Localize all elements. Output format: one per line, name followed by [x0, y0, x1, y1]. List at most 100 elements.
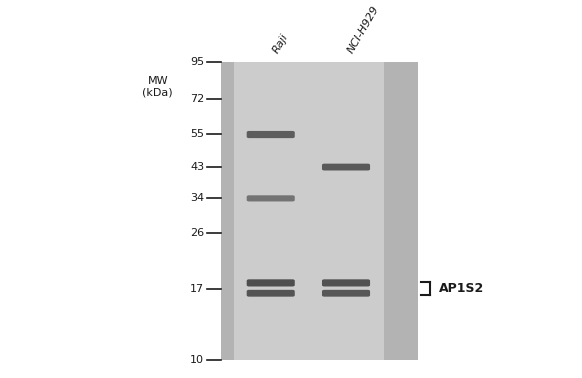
Bar: [278, 62, 281, 359]
Bar: [290, 62, 293, 359]
Bar: [389, 62, 391, 359]
Bar: [251, 62, 254, 359]
Bar: [258, 62, 261, 359]
FancyBboxPatch shape: [322, 290, 370, 297]
Bar: [382, 62, 384, 359]
Text: 95: 95: [190, 57, 204, 67]
Bar: [409, 62, 411, 359]
Bar: [374, 62, 377, 359]
Bar: [288, 62, 290, 359]
Bar: [254, 62, 256, 359]
Bar: [256, 62, 258, 359]
Bar: [231, 62, 234, 359]
Bar: [303, 62, 305, 359]
Bar: [286, 62, 288, 359]
Bar: [320, 62, 322, 359]
Bar: [416, 62, 418, 359]
Bar: [377, 62, 379, 359]
Bar: [337, 62, 340, 359]
Bar: [246, 62, 249, 359]
Text: 55: 55: [190, 129, 204, 139]
Bar: [310, 62, 313, 359]
Bar: [345, 62, 347, 359]
Bar: [268, 62, 271, 359]
FancyBboxPatch shape: [322, 279, 370, 287]
Bar: [411, 62, 413, 359]
Bar: [273, 62, 276, 359]
Bar: [222, 62, 224, 359]
Bar: [330, 62, 332, 359]
Bar: [222, 62, 418, 359]
Bar: [335, 62, 337, 359]
Bar: [244, 62, 246, 359]
Bar: [281, 62, 283, 359]
Bar: [372, 62, 374, 359]
Bar: [362, 62, 364, 359]
Bar: [229, 62, 231, 359]
Bar: [271, 62, 273, 359]
Bar: [322, 62, 325, 359]
Bar: [300, 62, 303, 359]
Bar: [367, 62, 369, 359]
Bar: [263, 62, 266, 359]
Bar: [413, 62, 416, 359]
Bar: [391, 62, 394, 359]
Bar: [224, 62, 226, 359]
Bar: [394, 62, 396, 359]
Bar: [308, 62, 310, 359]
Text: NCI-H929: NCI-H929: [346, 5, 381, 56]
Bar: [352, 62, 354, 359]
Bar: [379, 62, 382, 359]
Bar: [325, 62, 327, 359]
Bar: [386, 62, 389, 359]
Bar: [298, 62, 300, 359]
Bar: [318, 62, 320, 359]
Bar: [357, 62, 359, 359]
Text: AP1S2: AP1S2: [439, 282, 484, 295]
Text: MW
(kDa): MW (kDa): [143, 76, 173, 98]
Bar: [347, 62, 350, 359]
Bar: [359, 62, 362, 359]
Bar: [332, 62, 335, 359]
Bar: [239, 62, 241, 359]
Text: 43: 43: [190, 162, 204, 172]
Text: 34: 34: [190, 193, 204, 203]
FancyBboxPatch shape: [247, 195, 294, 201]
Bar: [354, 62, 357, 359]
Bar: [396, 62, 399, 359]
Bar: [406, 62, 409, 359]
Bar: [313, 62, 315, 359]
Bar: [401, 62, 404, 359]
FancyBboxPatch shape: [247, 131, 294, 138]
Bar: [276, 62, 278, 359]
Bar: [293, 62, 295, 359]
Bar: [266, 62, 268, 359]
Bar: [369, 62, 372, 359]
Bar: [399, 62, 401, 359]
Bar: [283, 62, 286, 359]
Bar: [342, 62, 345, 359]
Text: Raji: Raji: [271, 33, 290, 56]
Text: 10: 10: [190, 355, 204, 364]
Bar: [384, 62, 386, 359]
Bar: [364, 62, 367, 359]
Bar: [234, 62, 236, 359]
FancyBboxPatch shape: [322, 164, 370, 170]
Bar: [350, 62, 352, 359]
Text: 17: 17: [190, 285, 204, 294]
Bar: [249, 62, 251, 359]
Bar: [241, 62, 244, 359]
Text: 26: 26: [190, 228, 204, 239]
Bar: [261, 62, 263, 359]
FancyBboxPatch shape: [247, 290, 294, 297]
Bar: [327, 62, 330, 359]
Bar: [295, 62, 298, 359]
Text: 72: 72: [190, 94, 204, 104]
Bar: [315, 62, 318, 359]
Bar: [236, 62, 239, 359]
Bar: [226, 62, 229, 359]
Bar: [340, 62, 342, 359]
FancyBboxPatch shape: [247, 279, 294, 287]
Bar: [404, 62, 406, 359]
Bar: [305, 62, 308, 359]
